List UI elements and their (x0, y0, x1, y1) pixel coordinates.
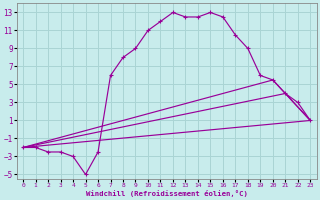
X-axis label: Windchill (Refroidissement éolien,°C): Windchill (Refroidissement éolien,°C) (86, 190, 248, 197)
